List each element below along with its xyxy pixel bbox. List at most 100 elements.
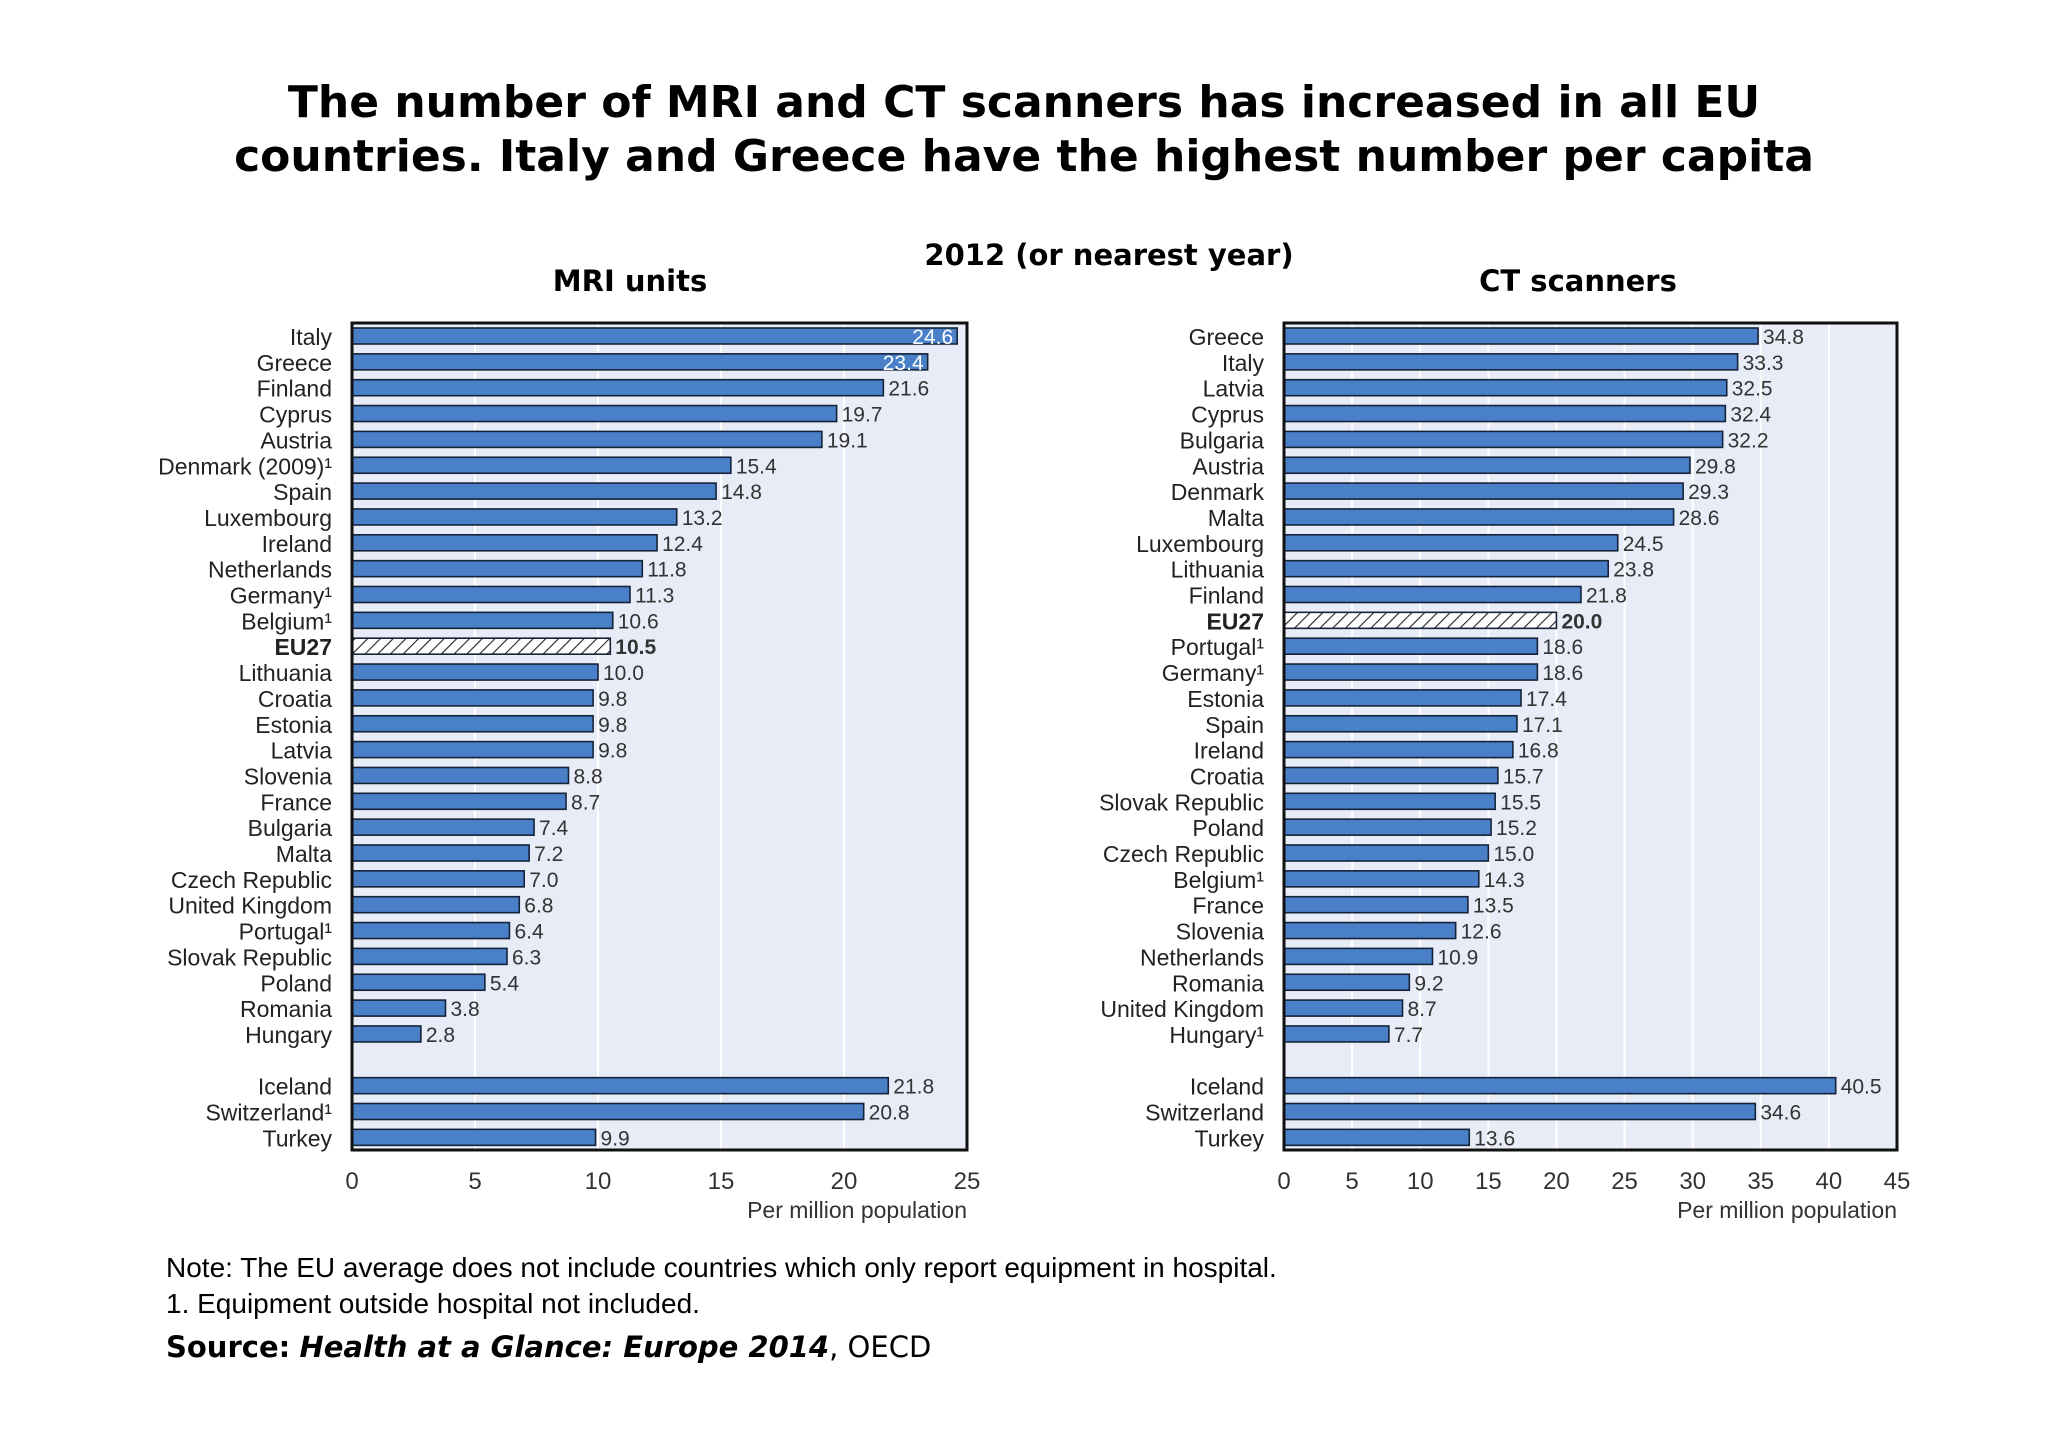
category-label: Austria — [1192, 453, 1264, 479]
bar — [351, 404, 838, 423]
value-label: 8.7 — [571, 791, 600, 814]
value-label: 11.3 — [635, 585, 674, 608]
category-label: EU27 — [274, 634, 332, 660]
category-label: Ireland — [262, 531, 332, 557]
x-tick-label: 45 — [1884, 1168, 1911, 1195]
bar — [351, 999, 447, 1017]
note-text: Note: The EU average does not include co… — [166, 1252, 1277, 1283]
category-label: Poland — [1192, 815, 1264, 841]
x-axis-label: Per million population — [747, 1197, 967, 1223]
category-label: Italy — [290, 324, 333, 350]
bar — [351, 430, 823, 449]
bar — [1283, 378, 1728, 397]
x-tick-label: 15 — [1475, 1168, 1502, 1195]
value-label: 17.4 — [1526, 688, 1567, 711]
value-label: 9.2 — [1414, 972, 1443, 995]
category-label: Romania — [1172, 970, 1264, 996]
x-tick-label: 10 — [585, 1168, 612, 1195]
x-tick-label: 35 — [1747, 1168, 1774, 1195]
bar — [1283, 973, 1411, 992]
category-label: Malta — [1208, 505, 1264, 531]
value-label: 24.5 — [1623, 533, 1664, 556]
category-label: Latvia — [1203, 376, 1265, 402]
bar — [1283, 663, 1539, 681]
value-label: 32.4 — [1730, 404, 1771, 427]
source-publisher: , OECD — [829, 1330, 932, 1364]
value-label: 13.6 — [1474, 1127, 1515, 1150]
title-line-2: countries. Italy and Greece have the hig… — [234, 131, 1814, 182]
value-label: 8.7 — [1408, 998, 1437, 1021]
category-label: Lithuania — [239, 660, 333, 686]
bar — [1283, 844, 1490, 862]
x-tick-label: 0 — [1277, 1168, 1290, 1195]
footnote-text: 1. Equipment outside hospital not includ… — [166, 1288, 700, 1319]
bar — [351, 870, 525, 888]
category-label: Spain — [1205, 712, 1264, 738]
bar — [351, 895, 521, 914]
category-label: Germany¹ — [230, 583, 333, 609]
value-label: 18.6 — [1542, 662, 1583, 685]
highlight-bar — [1283, 611, 1558, 630]
category-label: Slovak Republic — [167, 944, 332, 970]
value-label: 15.5 — [1500, 791, 1541, 814]
value-label: 33.3 — [1743, 352, 1784, 375]
bar — [1283, 740, 1514, 759]
bar — [1283, 792, 1496, 811]
source-title: Health at a Glance: Europe 2014 — [299, 1330, 830, 1364]
category-label: Malta — [276, 841, 332, 867]
x-tick-label: 30 — [1679, 1168, 1706, 1195]
category-label: Slovenia — [1176, 919, 1264, 945]
value-label: 6.8 — [524, 895, 553, 918]
value-label: 12.4 — [662, 533, 703, 556]
category-label: Lithuania — [1171, 557, 1265, 583]
category-label: Hungary — [245, 1022, 332, 1048]
x-tick-label: 10 — [1407, 1168, 1434, 1195]
value-label: 28.6 — [1679, 507, 1720, 530]
category-label: Luxembourg — [204, 505, 332, 531]
bar — [1283, 559, 1610, 578]
bar — [351, 533, 658, 552]
category-label: France — [1192, 893, 1264, 919]
value-label: 32.2 — [1728, 429, 1769, 452]
value-label: 15.0 — [1493, 843, 1534, 866]
ct-chart: Greece 34.8 Italy 33.3 Latvia 32.5 Cyprus 32.4 B… — [1099, 321, 1911, 1223]
bar — [1283, 533, 1619, 552]
value-label: 21.8 — [893, 1076, 934, 1099]
bar — [1283, 999, 1404, 1017]
category-label: Portugal¹ — [1171, 634, 1265, 660]
value-label: 15.2 — [1496, 817, 1537, 840]
bar — [351, 1102, 865, 1121]
category-label: Switzerland¹ — [205, 1100, 332, 1126]
category-label: Cyprus — [1191, 402, 1264, 428]
value-label: 3.8 — [450, 998, 479, 1021]
category-label: Italy — [1222, 350, 1265, 376]
bar — [351, 327, 958, 345]
value-label: 14.8 — [721, 481, 762, 504]
bar — [1283, 714, 1518, 733]
bar — [351, 947, 508, 966]
category-label: Finland — [1189, 583, 1264, 609]
category-label: Estonia — [1187, 686, 1264, 712]
value-label: 20.8 — [869, 1102, 910, 1125]
bar — [351, 482, 717, 500]
category-label: Slovak Republic — [1099, 789, 1264, 815]
value-label: 6.3 — [512, 946, 541, 969]
source-line: Source: Health at a Glance: Europe 2014,… — [166, 1330, 931, 1364]
plot-frame — [1282, 321, 1899, 1152]
title-line-1: The number of MRI and CT scanners has in… — [287, 77, 1761, 128]
category-label: Cyprus — [259, 402, 332, 428]
category-label: United Kingdom — [1100, 996, 1264, 1022]
category-label: Slovenia — [244, 763, 332, 789]
category-label: Croatia — [1190, 763, 1264, 789]
category-label: Greece — [257, 350, 332, 376]
value-label: 14.3 — [1484, 869, 1525, 892]
bar — [1283, 1102, 1757, 1121]
value-label: 10.0 — [603, 662, 644, 685]
bar — [351, 689, 594, 707]
bar — [1283, 921, 1457, 940]
value-label: 15.7 — [1503, 765, 1544, 788]
bar — [351, 714, 594, 733]
page-title: The number of MRI and CT scanners has in… — [0, 76, 2048, 184]
bar — [1283, 766, 1499, 785]
